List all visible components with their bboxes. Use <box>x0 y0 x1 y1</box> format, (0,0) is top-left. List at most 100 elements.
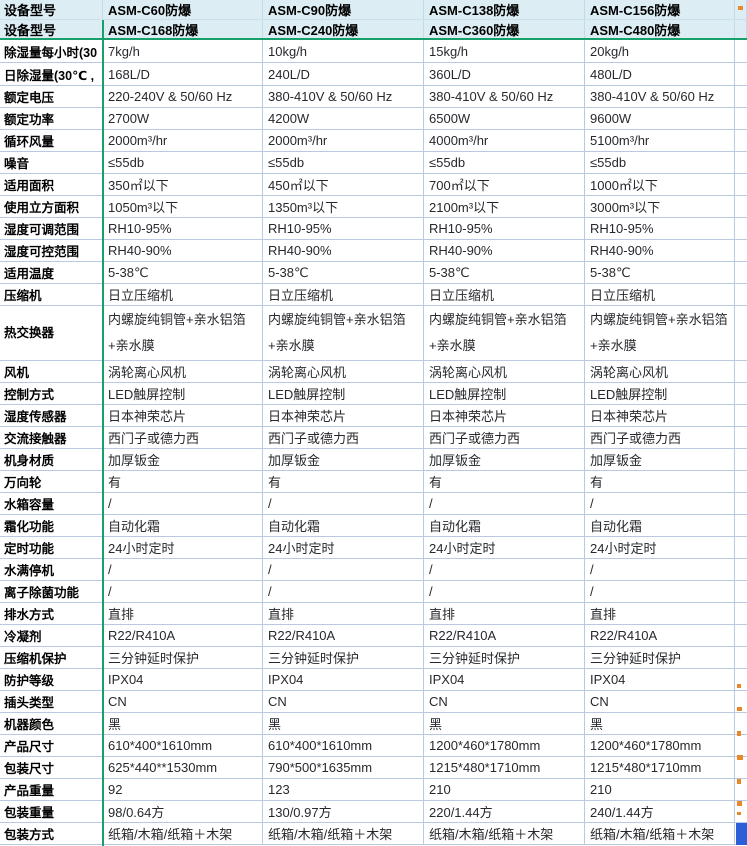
spec-value-cell[interactable]: 1200*460*1780mm <box>424 735 585 756</box>
spec-value-cell[interactable]: 直排 <box>585 603 735 624</box>
spec-value-cell[interactable]: 700㎡以下 <box>424 174 585 195</box>
clipped-cell[interactable] <box>735 581 747 602</box>
clipped-cell[interactable] <box>735 40 747 62</box>
row-label-cell[interactable]: 湿度传感器 <box>0 405 103 426</box>
row-label-cell[interactable]: 机身材质 <box>0 449 103 470</box>
clipped-cell[interactable] <box>735 735 747 756</box>
spec-value-cell[interactable]: 涡轮离心风机 <box>585 361 735 382</box>
spec-value-cell[interactable]: 加厚钣金 <box>263 449 424 470</box>
spec-value-cell[interactable]: / <box>585 581 735 602</box>
spec-value-cell[interactable]: IPX04 <box>263 669 424 690</box>
row-label-cell[interactable]: 循环风量 <box>0 130 103 151</box>
row-label-cell[interactable]: 万向轮 <box>0 471 103 492</box>
spec-value-cell[interactable]: 380-410V & 50/60 Hz <box>263 86 424 107</box>
row-label-cell[interactable]: 包装重量 <box>0 801 103 822</box>
spec-value-cell[interactable]: 1215*480*1710mm <box>585 757 735 778</box>
spec-value-cell[interactable]: 210 <box>424 779 585 800</box>
clipped-cell[interactable] <box>735 427 747 448</box>
spec-value-cell[interactable]: 610*400*1610mm <box>103 735 263 756</box>
row-label-cell[interactable]: 湿度可控范围 <box>0 240 103 261</box>
clipped-cell[interactable] <box>735 471 747 492</box>
spec-value-cell[interactable]: 2100m³以下 <box>424 196 585 217</box>
spec-value-cell[interactable]: IPX04 <box>424 669 585 690</box>
spec-value-cell[interactable]: 2000m³/hr <box>263 130 424 151</box>
spec-value-cell[interactable]: 98/0.64方 <box>103 801 263 822</box>
clipped-cell[interactable] <box>735 196 747 217</box>
spec-value-cell[interactable]: 有 <box>424 471 585 492</box>
spec-value-cell[interactable]: 24小时定时 <box>424 537 585 558</box>
row-label-cell[interactable]: 机器颜色 <box>0 713 103 734</box>
clipped-cell[interactable] <box>735 361 747 382</box>
row-label-cell[interactable]: 定时功能 <box>0 537 103 558</box>
spec-value-cell[interactable]: 西门子或德力西 <box>263 427 424 448</box>
spec-value-cell[interactable]: 24小时定时 <box>263 537 424 558</box>
spec-value-cell[interactable]: 240/1.44方 <box>585 801 735 822</box>
spec-value-cell[interactable]: RH10-95% <box>103 218 263 239</box>
spec-value-cell[interactable]: 210 <box>585 779 735 800</box>
spec-value-cell[interactable]: 6500W <box>424 108 585 129</box>
spec-value-cell[interactable]: 日本神荣芯片 <box>424 405 585 426</box>
clipped-cell[interactable] <box>735 108 747 129</box>
spec-value-cell[interactable]: LED触屏控制 <box>424 383 585 404</box>
row-label-cell[interactable]: 插头类型 <box>0 691 103 712</box>
spec-value-cell[interactable]: RH10-95% <box>263 218 424 239</box>
row-label-cell[interactable]: 控制方式 <box>0 383 103 404</box>
spec-value-cell[interactable]: 168L/D <box>103 63 263 85</box>
row-label-cell[interactable]: 风机 <box>0 361 103 382</box>
row-label-cell[interactable]: 除湿量每小时(30 <box>0 40 103 62</box>
spec-value-cell[interactable]: 5-38℃ <box>103 262 263 283</box>
row-label-cell[interactable]: 压缩机 <box>0 284 103 305</box>
spec-value-cell[interactable]: 内螺旋纯铜管+亲水铝箔+亲水膜 <box>424 306 585 360</box>
spec-value-cell[interactable]: 涡轮离心风机 <box>263 361 424 382</box>
clipped-cell[interactable] <box>735 218 747 239</box>
clipped-cell[interactable] <box>735 493 747 514</box>
spec-value-cell[interactable]: / <box>103 559 263 580</box>
spec-value-cell[interactable]: / <box>424 493 585 514</box>
spec-value-cell[interactable]: CN <box>103 691 263 712</box>
spec-value-cell[interactable]: RH40-90% <box>103 240 263 261</box>
clipped-cell[interactable] <box>735 449 747 470</box>
spec-value-cell[interactable]: 黑 <box>263 713 424 734</box>
spec-value-cell[interactable]: 西门子或德力西 <box>103 427 263 448</box>
spec-value-cell[interactable]: 内螺旋纯铜管+亲水铝箔+亲水膜 <box>103 306 263 360</box>
spec-value-cell[interactable]: 5-38℃ <box>424 262 585 283</box>
header-label-cell[interactable]: 设备型号 <box>0 20 103 38</box>
spec-value-cell[interactable]: RH40-90% <box>263 240 424 261</box>
spec-value-cell[interactable]: IPX04 <box>585 669 735 690</box>
spec-value-cell[interactable]: 360L/D <box>424 63 585 85</box>
spec-value-cell[interactable]: / <box>263 559 424 580</box>
spec-value-cell[interactable]: 625*440**1530mm <box>103 757 263 778</box>
spec-value-cell[interactable]: CN <box>585 691 735 712</box>
row-label-cell[interactable]: 适用面积 <box>0 174 103 195</box>
row-label-cell[interactable]: 额定电压 <box>0 86 103 107</box>
spec-value-cell[interactable]: R22/R410A <box>585 625 735 646</box>
row-label-cell[interactable]: 交流接触器 <box>0 427 103 448</box>
spec-value-cell[interactable]: 5-38℃ <box>585 262 735 283</box>
row-label-cell[interactable]: 适用温度 <box>0 262 103 283</box>
spec-value-cell[interactable]: LED触屏控制 <box>585 383 735 404</box>
spec-value-cell[interactable]: 130/0.97方 <box>263 801 424 822</box>
spec-value-cell[interactable]: 自动化霜 <box>263 515 424 536</box>
spec-value-cell[interactable]: 西门子或德力西 <box>424 427 585 448</box>
spec-value-cell[interactable]: 240L/D <box>263 63 424 85</box>
row-label-cell[interactable]: 离子除菌功能 <box>0 581 103 602</box>
spec-value-cell[interactable]: 三分钟延时保护 <box>424 647 585 668</box>
clipped-cell[interactable] <box>735 174 747 195</box>
row-label-cell[interactable]: 防护等级 <box>0 669 103 690</box>
spec-value-cell[interactable]: / <box>424 581 585 602</box>
spec-value-cell[interactable]: 2000m³/hr <box>103 130 263 151</box>
spec-value-cell[interactable]: / <box>263 493 424 514</box>
spec-value-cell[interactable]: 纸箱/木箱/纸箱＋木架 <box>585 823 735 844</box>
clipped-cell[interactable] <box>735 757 747 778</box>
row-label-cell[interactable]: 日除湿量(30℃ , <box>0 63 103 85</box>
spec-value-cell[interactable]: 日本神荣芯片 <box>103 405 263 426</box>
spec-value-cell[interactable]: 纸箱/木箱/纸箱＋木架 <box>263 823 424 844</box>
spec-value-cell[interactable]: 480L/D <box>585 63 735 85</box>
clipped-cell[interactable] <box>735 603 747 624</box>
row-label-cell[interactable]: 水满停机 <box>0 559 103 580</box>
spec-value-cell[interactable]: RH10-95% <box>585 218 735 239</box>
spec-value-cell[interactable]: 纸箱/木箱/纸箱＋木架 <box>424 823 585 844</box>
spec-value-cell[interactable]: 日立压缩机 <box>103 284 263 305</box>
spec-value-cell[interactable]: ≤55db <box>585 152 735 173</box>
spec-value-cell[interactable]: 直排 <box>263 603 424 624</box>
